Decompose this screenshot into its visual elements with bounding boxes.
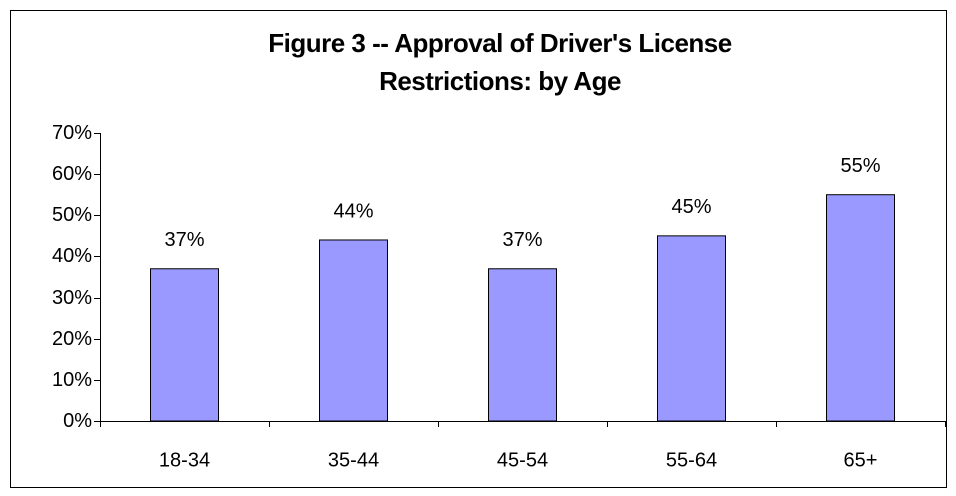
value-label: 37%	[502, 229, 542, 251]
bar	[657, 235, 726, 422]
x-tick-label: 35-44	[328, 449, 379, 471]
y-tick-label: 0%	[63, 410, 92, 432]
bar	[488, 268, 557, 422]
bar	[826, 194, 895, 422]
bar	[150, 268, 219, 422]
x-tick-label: 18-34	[159, 449, 210, 471]
chart-title: Figure 3 -- Approval of Driver's License…	[268, 28, 732, 96]
y-tick-label: 10%	[52, 369, 92, 391]
x-tick-label: 65+	[844, 449, 878, 471]
y-tick-label: 30%	[52, 287, 92, 309]
y-tick-label: 20%	[52, 328, 92, 350]
x-tick-label: 55-64	[666, 449, 717, 471]
value-label: 44%	[333, 200, 373, 222]
y-tick-label: 70%	[52, 122, 92, 144]
bar	[319, 239, 388, 422]
y-tick-label: 40%	[52, 245, 92, 267]
y-tick-label: 50%	[52, 204, 92, 226]
value-label: 37%	[164, 229, 204, 251]
x-tick-label: 45-54	[497, 449, 548, 471]
chart-border	[10, 10, 947, 488]
value-label: 45%	[671, 196, 711, 218]
value-label: 55%	[840, 155, 880, 177]
y-tick-label: 60%	[52, 163, 92, 185]
